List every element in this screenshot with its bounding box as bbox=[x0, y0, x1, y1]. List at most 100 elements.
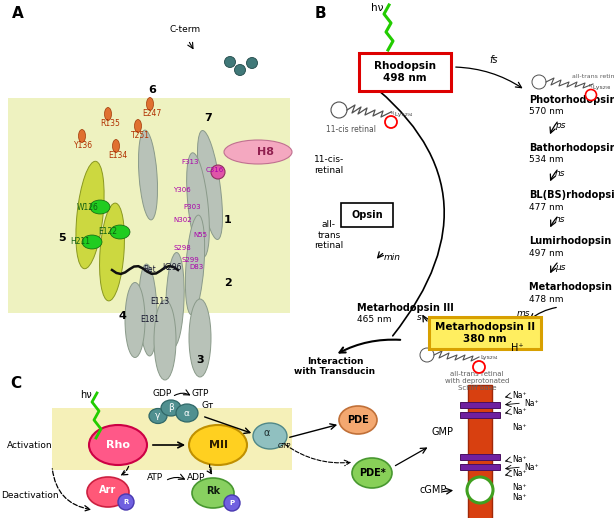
Text: T251: T251 bbox=[131, 132, 149, 140]
Text: B: B bbox=[315, 7, 327, 22]
Text: Lys₂₉₄: Lys₂₉₄ bbox=[480, 355, 497, 361]
Ellipse shape bbox=[166, 253, 184, 348]
Ellipse shape bbox=[112, 139, 120, 152]
Text: Y136: Y136 bbox=[74, 141, 93, 151]
Text: H: H bbox=[389, 120, 394, 124]
Text: PDE*: PDE* bbox=[359, 468, 386, 478]
Ellipse shape bbox=[147, 97, 154, 110]
Text: 1: 1 bbox=[224, 215, 232, 225]
Text: all-trans retinal: all-trans retinal bbox=[572, 74, 614, 79]
Text: GTP: GTP bbox=[278, 443, 292, 449]
Text: ᴺ·Lys₂₉₄: ᴺ·Lys₂₉₄ bbox=[391, 111, 413, 117]
Text: ps: ps bbox=[555, 122, 565, 131]
Text: hν: hν bbox=[371, 3, 383, 13]
Text: 11-cis retinal: 11-cis retinal bbox=[326, 125, 376, 135]
Circle shape bbox=[467, 477, 493, 503]
Text: Na⁺: Na⁺ bbox=[524, 463, 538, 471]
Circle shape bbox=[235, 65, 246, 76]
Circle shape bbox=[246, 57, 257, 68]
Text: 465 nm: 465 nm bbox=[357, 315, 392, 324]
Text: N55: N55 bbox=[193, 232, 207, 238]
Ellipse shape bbox=[161, 400, 181, 416]
Ellipse shape bbox=[189, 425, 247, 465]
Text: Gт: Gт bbox=[201, 400, 214, 410]
Text: β: β bbox=[168, 404, 174, 412]
Text: MII: MII bbox=[209, 440, 228, 450]
Ellipse shape bbox=[87, 477, 129, 507]
Text: 478 nm: 478 nm bbox=[529, 295, 564, 304]
Ellipse shape bbox=[253, 423, 287, 449]
Text: Na⁺: Na⁺ bbox=[512, 423, 527, 431]
Bar bbox=[341, 203, 393, 227]
Text: ms: ms bbox=[517, 309, 530, 319]
Ellipse shape bbox=[90, 200, 110, 214]
Bar bbox=[460, 464, 500, 470]
Text: PDE: PDE bbox=[347, 415, 369, 425]
Text: 6: 6 bbox=[148, 85, 156, 95]
Bar bbox=[460, 412, 500, 418]
Text: with Transducin: with Transducin bbox=[295, 367, 376, 377]
Text: Rk: Rk bbox=[206, 486, 220, 496]
Text: GMP: GMP bbox=[432, 427, 454, 437]
Text: E134: E134 bbox=[109, 151, 128, 161]
Ellipse shape bbox=[89, 425, 147, 465]
Text: Na⁺: Na⁺ bbox=[524, 398, 538, 408]
Text: 5: 5 bbox=[58, 233, 66, 243]
Ellipse shape bbox=[176, 404, 198, 422]
Text: Metarhodopsin II
380 nm: Metarhodopsin II 380 nm bbox=[435, 322, 535, 344]
Text: H⁺: H⁺ bbox=[511, 343, 523, 353]
Text: hν: hν bbox=[80, 390, 92, 400]
Text: C-term: C-term bbox=[169, 25, 201, 35]
Text: P303: P303 bbox=[183, 204, 201, 210]
Circle shape bbox=[385, 116, 397, 128]
Ellipse shape bbox=[134, 120, 141, 133]
Text: GDP: GDP bbox=[152, 388, 172, 397]
Text: ns: ns bbox=[555, 215, 565, 224]
Ellipse shape bbox=[149, 409, 167, 424]
Text: ADP: ADP bbox=[187, 473, 205, 482]
Bar bbox=[460, 454, 500, 460]
Text: E247: E247 bbox=[142, 109, 161, 119]
Ellipse shape bbox=[185, 215, 204, 315]
Circle shape bbox=[211, 165, 225, 179]
Text: Na⁺: Na⁺ bbox=[512, 392, 527, 400]
Text: Na⁺: Na⁺ bbox=[512, 408, 527, 416]
Text: R135: R135 bbox=[100, 120, 120, 128]
Text: Y306: Y306 bbox=[173, 187, 191, 193]
Ellipse shape bbox=[76, 161, 104, 269]
Text: ATP: ATP bbox=[147, 473, 163, 482]
Circle shape bbox=[473, 361, 485, 373]
Circle shape bbox=[225, 56, 236, 67]
Text: S299: S299 bbox=[181, 257, 199, 263]
Bar bbox=[52, 408, 292, 470]
Text: ᴺ·Lys₂₉₈: ᴺ·Lys₂₉₈ bbox=[589, 84, 612, 90]
Text: Arr: Arr bbox=[99, 485, 117, 495]
Text: D83: D83 bbox=[189, 264, 203, 270]
Bar bbox=[8, 98, 290, 313]
Text: all-
trans
retinal: all- trans retinal bbox=[314, 220, 344, 250]
Text: Metarhodopsin III: Metarhodopsin III bbox=[357, 303, 454, 313]
Circle shape bbox=[118, 494, 134, 510]
Text: 534 nm: 534 nm bbox=[529, 155, 564, 165]
Text: H211: H211 bbox=[70, 237, 90, 247]
Text: Bathorhodopsin: Bathorhodopsin bbox=[529, 143, 614, 153]
Text: s: s bbox=[417, 313, 421, 323]
Ellipse shape bbox=[198, 131, 222, 239]
Ellipse shape bbox=[110, 225, 130, 239]
Ellipse shape bbox=[189, 299, 211, 377]
Text: 11-cis-
retinal: 11-cis- retinal bbox=[314, 155, 344, 175]
Text: Na⁺: Na⁺ bbox=[512, 469, 527, 479]
Ellipse shape bbox=[352, 458, 392, 488]
Text: 570 nm: 570 nm bbox=[529, 108, 564, 117]
Text: F313: F313 bbox=[181, 159, 199, 165]
Text: Na⁺: Na⁺ bbox=[512, 455, 527, 465]
Text: C: C bbox=[10, 376, 21, 391]
Text: α: α bbox=[264, 428, 270, 438]
Text: W126: W126 bbox=[77, 203, 99, 211]
Text: ns: ns bbox=[555, 169, 565, 179]
Text: K296: K296 bbox=[162, 263, 182, 271]
Text: 497 nm: 497 nm bbox=[529, 249, 564, 257]
Text: cGMP: cGMP bbox=[420, 485, 448, 495]
Text: H: H bbox=[589, 93, 593, 97]
Text: Ret: Ret bbox=[144, 266, 157, 275]
